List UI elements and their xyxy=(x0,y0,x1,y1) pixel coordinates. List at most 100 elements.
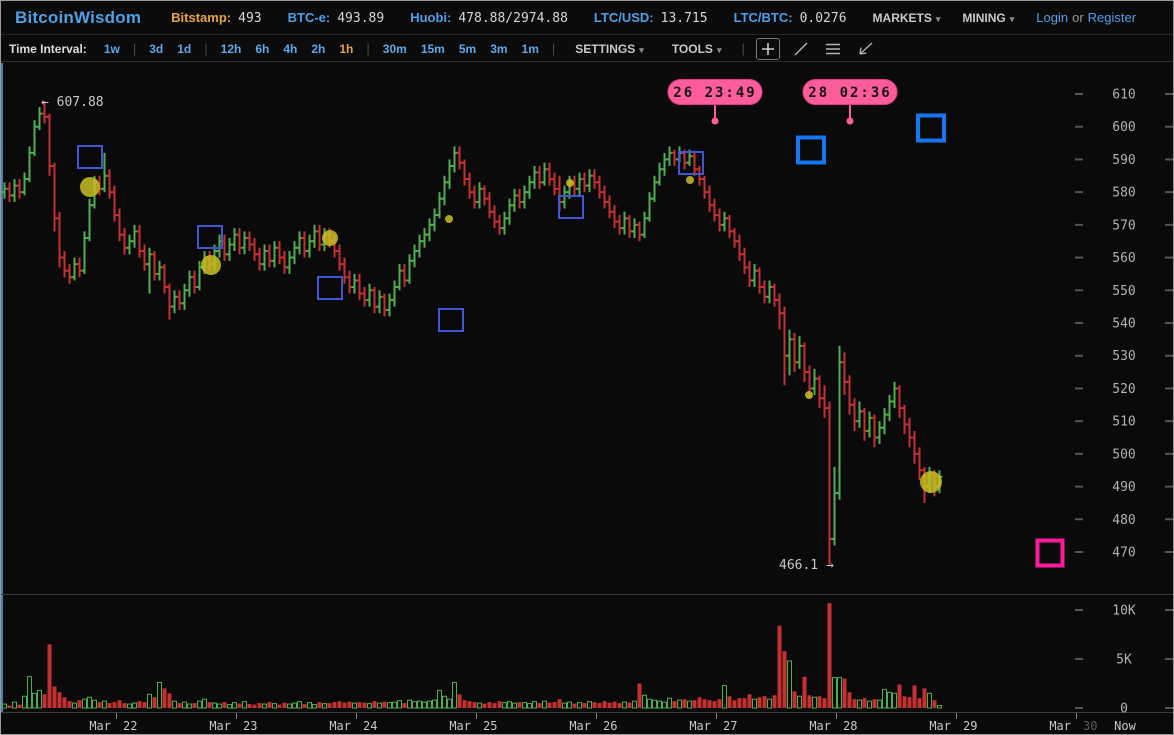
volume-bar xyxy=(172,700,177,709)
volume-bar xyxy=(852,699,857,708)
interval-1d[interactable]: 1d xyxy=(177,41,192,56)
register-link[interactable]: Register xyxy=(1087,9,1137,25)
price-tick-label: 560 xyxy=(1112,251,1135,266)
date-month-label: Mar xyxy=(449,719,471,733)
price-tick-label: 480 xyxy=(1112,513,1135,528)
volume-bar xyxy=(582,703,587,708)
header: BitcoinWisdom Bitstamp: 493 BTC-e: 493.89 Hu… xyxy=(1,1,1173,35)
trend-arrow-icon[interactable] xyxy=(854,39,876,59)
interval-1w[interactable]: 1w xyxy=(103,41,120,56)
volume-bar xyxy=(472,702,477,708)
volume-bar xyxy=(887,691,892,709)
interval-30m[interactable]: 30m xyxy=(382,41,407,56)
volume-bar xyxy=(227,704,232,709)
trade-marker-circle xyxy=(805,391,813,399)
ticker-item[interactable]: Bitstamp: 493 xyxy=(171,10,261,26)
trade-marker-circle xyxy=(201,255,221,275)
interval-15m[interactable]: 15m xyxy=(420,41,445,56)
trade-marker-circle xyxy=(322,230,338,246)
volume-bar xyxy=(497,701,502,708)
volume-bar xyxy=(412,701,417,709)
volume-bar xyxy=(127,703,132,709)
interval-1h[interactable]: 1h xyxy=(339,41,354,56)
date-day-label: 23 xyxy=(243,719,257,733)
volume-bar xyxy=(112,702,117,708)
interval-4h[interactable]: 4h xyxy=(283,41,298,56)
volume-bar xyxy=(442,695,447,709)
tools-menu[interactable]: TOOLS ▾ xyxy=(671,41,722,56)
interval-3d[interactable]: 3d xyxy=(149,41,164,56)
interval-3m[interactable]: 3m xyxy=(490,41,508,56)
volume-bar xyxy=(47,644,52,708)
volume-bar xyxy=(272,703,277,709)
volume-bar xyxy=(672,701,677,708)
volume-bar xyxy=(362,702,367,708)
volume-bar xyxy=(197,700,202,709)
toolbar: Time Interval: 1w | 3d 1d | 12h 6h 4h 2h 1h | 30m 15… xyxy=(1,36,1173,62)
volume-bar xyxy=(607,702,612,708)
volume-bar xyxy=(157,682,162,709)
ticker-item[interactable]: BTC-e: 493.89 xyxy=(288,10,385,26)
volume-bar xyxy=(652,699,657,709)
pink-square-marker xyxy=(1035,538,1065,568)
volume-bar xyxy=(267,702,272,708)
volume-tick-label: 10K xyxy=(1112,604,1136,619)
crosshair-icon[interactable] xyxy=(755,37,780,60)
interval-2h[interactable]: 2h xyxy=(311,41,326,56)
blue-square-marker xyxy=(678,151,704,175)
volume-bar xyxy=(522,702,527,709)
volume-bar xyxy=(517,702,522,708)
volume-bar xyxy=(387,702,392,709)
mining-menu[interactable]: MINING ▾ xyxy=(962,10,1015,25)
volume-bar xyxy=(487,702,492,708)
interval-1m[interactable]: 1m xyxy=(521,41,539,56)
volume-bar xyxy=(682,699,687,708)
volume-bar xyxy=(57,692,62,708)
volume-bar xyxy=(437,689,442,709)
volume-bar xyxy=(742,698,747,708)
trade-marker-circle xyxy=(445,215,453,223)
markets-menu[interactable]: MARKETS ▾ xyxy=(872,10,941,25)
volume-bar xyxy=(622,701,627,709)
trendline-icon[interactable] xyxy=(790,39,812,59)
volume-bar xyxy=(447,698,452,709)
volume-bar xyxy=(77,700,82,708)
ticker-item[interactable]: Huobi: 478.88/2974.88 xyxy=(410,10,568,26)
volume-bar xyxy=(7,705,12,708)
time-tooltip-label: 26 23:49 xyxy=(673,85,756,101)
volume-bar xyxy=(667,697,672,709)
settings-menu[interactable]: SETTINGS ▾ xyxy=(575,41,644,56)
volume-bar xyxy=(922,688,927,708)
volume-bar xyxy=(187,703,192,709)
volume-bar xyxy=(502,702,507,709)
price-tick-label: 500 xyxy=(1112,447,1135,462)
volume-bar xyxy=(767,698,772,709)
volume-bar xyxy=(317,702,322,708)
interval-5m[interactable]: 5m xyxy=(458,41,477,56)
volume-bar xyxy=(22,695,27,709)
volume-bar xyxy=(357,702,362,708)
ticker-value: 0.0276 xyxy=(799,10,847,26)
price-annotation: 466.1 → xyxy=(779,558,834,573)
volume-bar xyxy=(592,702,597,708)
horizontal-lines-icon[interactable] xyxy=(822,39,844,59)
ticker-item[interactable]: LTC/USD: 13.715 xyxy=(594,10,708,26)
interval-12h[interactable]: 12h xyxy=(220,41,242,56)
volume-bar xyxy=(707,700,712,708)
app-logo[interactable]: BitcoinWisdom xyxy=(15,7,142,27)
volume-bar xyxy=(392,701,397,709)
ticker-label: Huobi: xyxy=(410,9,452,25)
price-tick-label: 590 xyxy=(1112,153,1135,168)
volume-bar xyxy=(397,700,402,709)
volume-bar xyxy=(467,701,472,708)
volume-bar xyxy=(377,702,382,709)
volume-bar xyxy=(67,701,72,708)
login-link[interactable]: Login xyxy=(1036,9,1069,25)
volume-bar xyxy=(657,700,662,709)
interval-6h[interactable]: 6h xyxy=(255,41,270,56)
volume-bar xyxy=(252,704,257,708)
ticker-label: Bitstamp: xyxy=(171,9,232,25)
ticker-item[interactable]: LTC/BTC: 0.0276 xyxy=(734,10,847,26)
date-month-label: Mar xyxy=(329,719,351,733)
